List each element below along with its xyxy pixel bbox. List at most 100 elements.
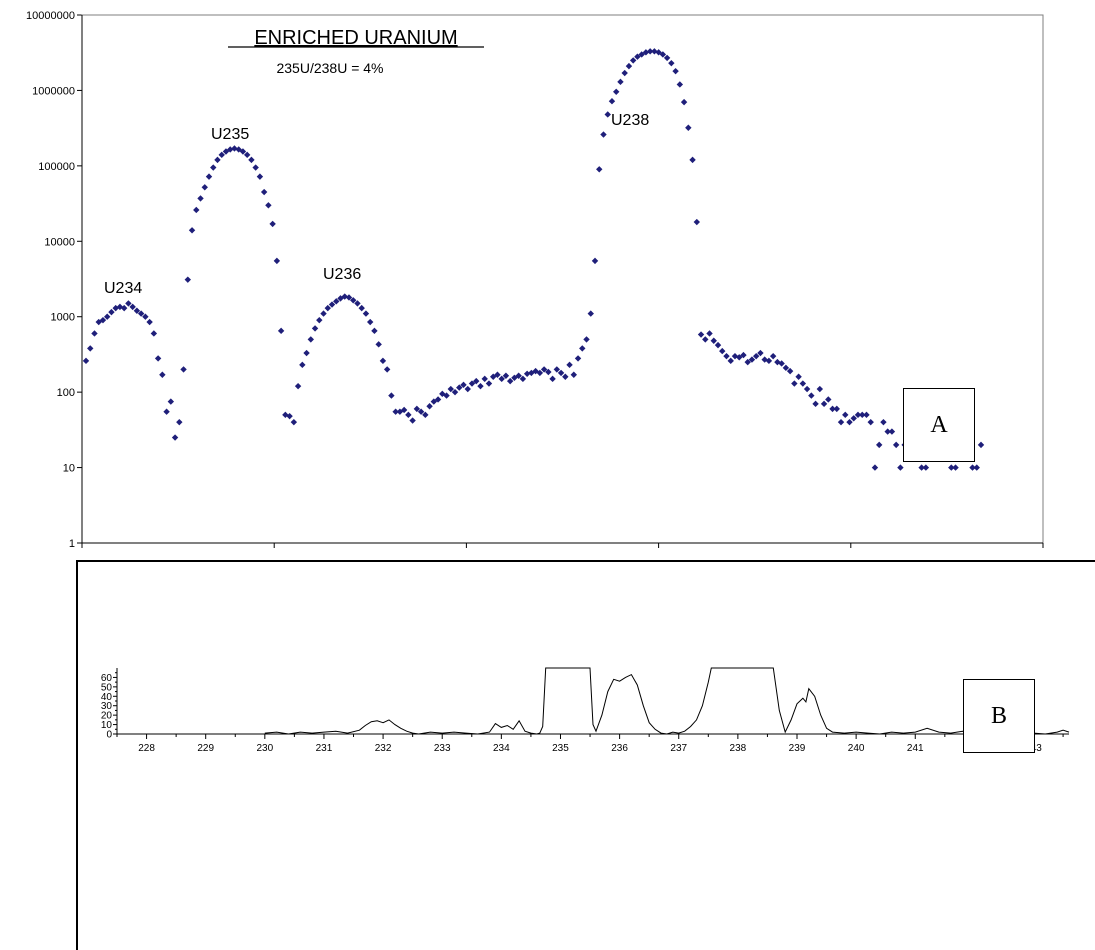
chart-a-point — [388, 392, 395, 399]
chart-a-point — [540, 366, 548, 373]
chart-a-point — [150, 330, 158, 337]
chart-b-x-tick-label: 228 — [138, 743, 155, 754]
chart-b-x-tick-label: 241 — [907, 743, 924, 754]
chart-a-point — [702, 336, 709, 343]
chart-a-point — [87, 345, 94, 352]
chart-a-y-tick-label: 10 — [63, 463, 75, 475]
peak-label-u235: U235 — [211, 126, 249, 143]
chart-a-point — [757, 349, 764, 357]
chart-a-point — [324, 304, 331, 312]
chart-a-point — [286, 412, 293, 420]
chart-a-point — [663, 54, 671, 62]
panel-label-a: A — [903, 388, 975, 462]
chart-a-point — [197, 195, 204, 202]
chart-a-point — [515, 372, 522, 379]
chart-a-point — [778, 360, 785, 367]
chart-a-point — [417, 408, 425, 415]
chart-a-point — [116, 303, 124, 311]
chart-a-y-tick-label: 100000 — [38, 161, 75, 173]
chart-a-point — [820, 400, 828, 408]
chart-a-point — [791, 380, 798, 387]
chart-a-point — [782, 364, 790, 372]
chart-a-point — [413, 405, 421, 413]
chart-a-point — [523, 370, 531, 378]
chart-a-point — [468, 380, 476, 387]
chart-a-point — [350, 297, 357, 304]
chart-a-point — [142, 313, 149, 320]
chart-a-point — [146, 318, 153, 326]
chart-a-point — [426, 403, 433, 410]
chart-a-point — [231, 145, 238, 152]
chart-a-point — [193, 206, 200, 214]
chart-a-point — [977, 441, 985, 449]
chart-a-point — [218, 151, 225, 159]
chart-a-point — [536, 369, 544, 377]
chart-a-point — [362, 310, 370, 317]
chart-a-point — [948, 464, 955, 471]
chart-a-point — [808, 392, 815, 399]
chart-a-point — [243, 151, 251, 159]
chart-a-point — [333, 298, 340, 305]
chart-b-x-tick-label: 238 — [730, 743, 747, 754]
chart-a-point — [969, 464, 976, 471]
chart-a-point — [214, 156, 221, 164]
chart-a-point — [277, 327, 285, 335]
chart-b-x-tick-label: 236 — [611, 743, 628, 754]
chart-a-point — [260, 188, 268, 196]
chart-a-point — [608, 97, 616, 105]
chart-a-point — [651, 48, 658, 55]
chart-b-y-tick-label: 20 — [101, 711, 113, 722]
chart-a-point — [680, 98, 688, 106]
chart-b-x-ticks: 228 229 230 231 232 233 234 235 236 237 238 239 240 2… — [116, 734, 1064, 754]
chart-a-point — [405, 411, 412, 419]
chart-a-point — [375, 341, 382, 348]
chart-a-point — [740, 351, 747, 359]
chart-b-y-tick-label: 50 — [101, 682, 113, 693]
chart-a-point — [205, 173, 213, 180]
chart-a-point — [871, 464, 879, 471]
chart-a-point — [265, 202, 272, 209]
chart-a-point — [714, 341, 722, 349]
chart-a-point — [642, 49, 650, 56]
chart-b-x-tick-label: 230 — [256, 743, 273, 754]
chart-a-point — [239, 148, 247, 155]
chart-a-point — [477, 382, 484, 390]
chart-a-point — [723, 352, 730, 360]
chart-a-point — [570, 371, 577, 378]
chart-a-point — [867, 418, 874, 426]
chart-a-point — [591, 257, 599, 265]
chart-a-point — [379, 357, 387, 365]
chart-a-point — [91, 330, 98, 337]
chart-b-series-line — [264, 667, 1070, 735]
chart-a-point — [786, 367, 794, 375]
chart-b-y-tick-label: 40 — [101, 692, 113, 703]
chart-a-point — [600, 131, 607, 138]
chart-a-point — [154, 355, 162, 362]
chart-a-point — [812, 400, 819, 408]
chart-a-point — [880, 418, 887, 426]
chart-a-point — [519, 375, 527, 383]
chart-a-point — [171, 434, 179, 441]
chart-b-x-tick-label: 240 — [848, 743, 865, 754]
chart-a-point — [689, 156, 696, 164]
chart-a-point — [884, 428, 891, 435]
chart-a-point — [316, 316, 323, 324]
chart-a-point — [617, 78, 624, 86]
chart-a-point — [290, 418, 298, 426]
chart-a-subtitle: 235U/238U = 4% — [276, 60, 383, 76]
chart-a-point — [252, 164, 259, 171]
chart-a-point — [409, 417, 416, 424]
chart-a-point — [799, 380, 807, 387]
chart-a-point — [506, 377, 514, 385]
chart-a-point — [875, 441, 883, 449]
chart-a-point — [184, 276, 192, 283]
chart-b-x-tick-label: 229 — [197, 743, 214, 754]
chart-a: 10000000 1000000 100000 10000 1000 100 10 1 ENR… — [26, 10, 1044, 550]
chart-b-x-tick-label: 231 — [316, 743, 333, 754]
chart-a-point — [795, 373, 802, 380]
chart-a-point — [460, 381, 467, 389]
chart-a-point — [842, 411, 849, 419]
chart-a-y-tick-label: 100 — [57, 387, 75, 399]
chart-a-point — [731, 352, 739, 360]
